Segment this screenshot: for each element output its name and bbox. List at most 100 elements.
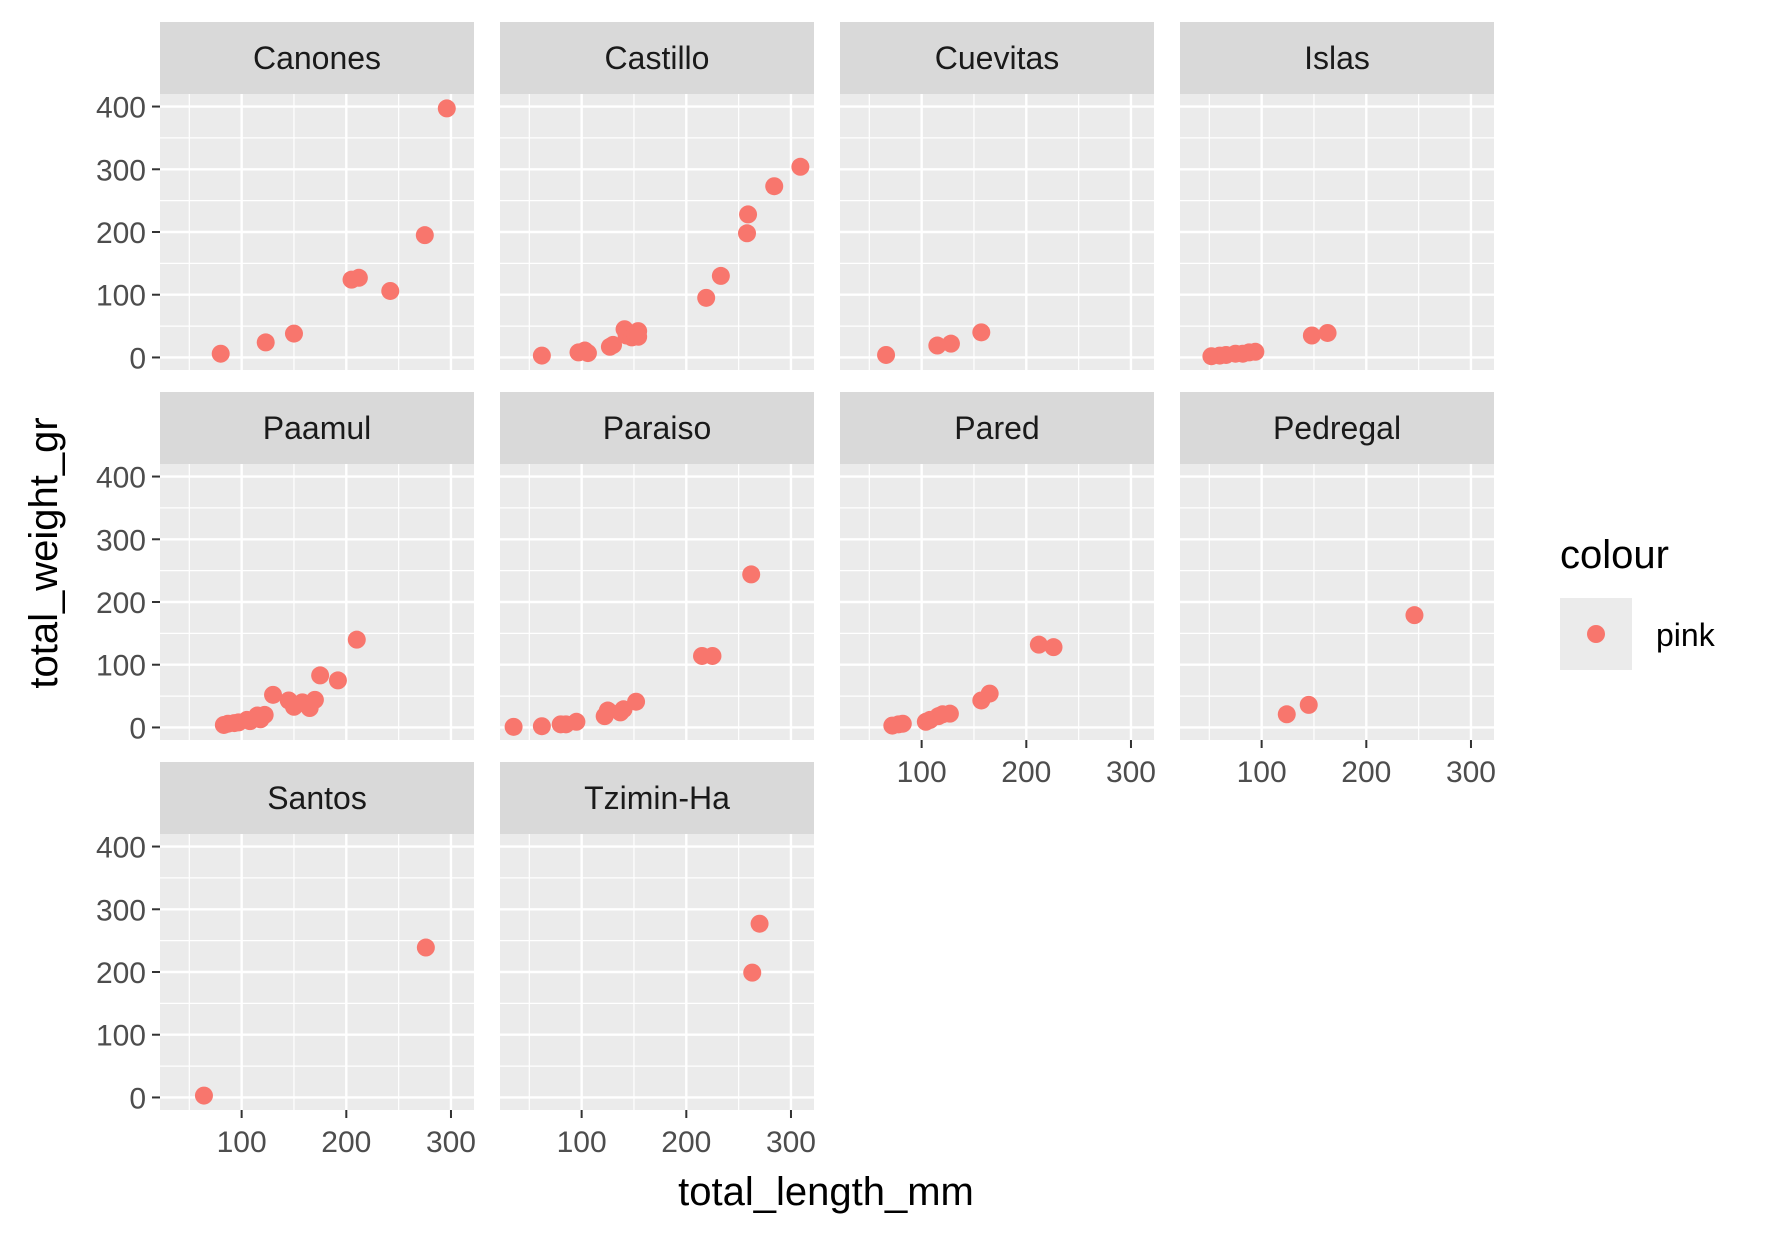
data-point xyxy=(504,717,523,736)
y-tick-label: 400 xyxy=(96,92,146,125)
data-point xyxy=(711,266,730,285)
facet-strip xyxy=(500,392,814,464)
data-point xyxy=(305,690,324,709)
facet-strip xyxy=(840,392,1154,464)
y-tick-label: 200 xyxy=(96,217,146,250)
panel-pared: Pared 100 200 300 xyxy=(840,392,1156,789)
facet-strip xyxy=(160,22,474,94)
x-tick-label: 100 xyxy=(1237,756,1287,789)
y-tick-label: 400 xyxy=(96,462,146,495)
data-point xyxy=(765,177,784,196)
data-point xyxy=(940,704,959,723)
panel-paraiso: Paraiso xyxy=(500,392,814,740)
data-point xyxy=(703,646,722,665)
data-point xyxy=(941,334,960,353)
facet-strip-label: Canones xyxy=(253,40,381,76)
data-point xyxy=(1029,635,1048,654)
legend: colour pink xyxy=(1560,533,1716,670)
facet-strip xyxy=(1180,392,1494,464)
data-point xyxy=(742,565,761,584)
data-point xyxy=(972,323,991,342)
data-point xyxy=(211,344,230,363)
data-point xyxy=(1044,638,1063,657)
data-point xyxy=(604,335,623,354)
panel-pedregal: Pedregal 100 200 300 xyxy=(1180,392,1496,789)
facet-strip-label: Santos xyxy=(267,780,367,816)
x-tick-label: 300 xyxy=(766,1126,816,1159)
y-axis-title: total_weight_gr xyxy=(22,417,66,688)
panel-castillo: Castillo xyxy=(500,22,814,370)
data-point xyxy=(1277,705,1296,724)
y-tick-label: 200 xyxy=(96,957,146,990)
data-point xyxy=(627,692,646,711)
data-point xyxy=(349,268,368,287)
data-point xyxy=(284,324,303,343)
data-point xyxy=(532,346,551,365)
y-tick-label: 100 xyxy=(96,1020,146,1053)
x-tick-label: 100 xyxy=(217,1126,267,1159)
x-axis-title: total_length_mm xyxy=(678,1170,974,1214)
x-tick-label: 300 xyxy=(1106,756,1156,789)
data-point xyxy=(1318,323,1337,342)
data-point xyxy=(980,684,999,703)
x-tick-label: 300 xyxy=(426,1126,476,1159)
data-point xyxy=(437,99,456,118)
data-point xyxy=(877,345,896,364)
data-point xyxy=(1302,326,1321,345)
data-point xyxy=(697,288,716,307)
panel-santos: Santos 0 100 200 300 400 100 200 300 xyxy=(96,762,476,1159)
panel-paamul: Paamul 0 100 200 300 400 xyxy=(96,392,474,745)
y-tick-label: 100 xyxy=(96,280,146,313)
x-tick-label: 200 xyxy=(1001,756,1051,789)
data-point xyxy=(194,1086,213,1105)
data-point xyxy=(381,281,400,300)
data-point xyxy=(739,205,758,224)
facet-strip-label: Cuevitas xyxy=(935,40,1060,76)
data-point xyxy=(311,666,330,685)
data-point xyxy=(416,938,435,957)
legend-title: colour xyxy=(1560,533,1669,577)
facet-strip xyxy=(840,22,1154,94)
data-point xyxy=(264,685,283,704)
data-point xyxy=(255,705,274,724)
data-point xyxy=(791,157,810,176)
data-point xyxy=(567,712,586,731)
y-tick-label: 0 xyxy=(129,712,146,745)
y-tick-label: 400 xyxy=(96,832,146,865)
facet-strip-label: Pedregal xyxy=(1273,410,1401,446)
y-tick-label: 0 xyxy=(129,342,146,375)
facet-strip-label: Paamul xyxy=(263,410,372,446)
data-point xyxy=(415,226,434,245)
y-tick-label: 100 xyxy=(96,650,146,683)
data-point xyxy=(750,914,769,933)
x-tick-label: 200 xyxy=(661,1126,711,1159)
y-tick-label: 300 xyxy=(96,894,146,927)
x-tick-label: 100 xyxy=(557,1126,607,1159)
y-tick-label: 300 xyxy=(96,524,146,557)
x-tick-label: 100 xyxy=(897,756,947,789)
facet-strip-label: Islas xyxy=(1304,40,1370,76)
facet-strip xyxy=(160,392,474,464)
y-tick-label: 200 xyxy=(96,587,146,620)
data-point xyxy=(629,327,648,346)
facet-strip-label: Pared xyxy=(954,410,1039,446)
panel-cuevitas: Cuevitas xyxy=(840,22,1154,370)
facet-strip-label: Tzimin-Ha xyxy=(584,780,730,816)
facet-strip xyxy=(500,762,814,834)
panel-tzimin-ha: Tzimin-Ha 100 200 300 xyxy=(500,762,816,1159)
facet-strip-label: Castillo xyxy=(605,40,710,76)
x-tick-label: 200 xyxy=(321,1126,371,1159)
data-point xyxy=(1246,342,1265,361)
data-point xyxy=(738,224,757,243)
y-tick-label: 300 xyxy=(96,154,146,187)
data-point xyxy=(928,336,947,355)
data-point xyxy=(256,333,275,352)
x-tick-label: 200 xyxy=(1341,756,1391,789)
x-tick-label: 300 xyxy=(1446,756,1496,789)
facet-panels: Canones 0 100 200 300 400 Castillo Cuevitas Isla… xyxy=(96,22,1496,1159)
data-point xyxy=(1405,606,1424,625)
data-point xyxy=(328,671,347,690)
facet-strip xyxy=(160,762,474,834)
data-point xyxy=(893,714,912,733)
